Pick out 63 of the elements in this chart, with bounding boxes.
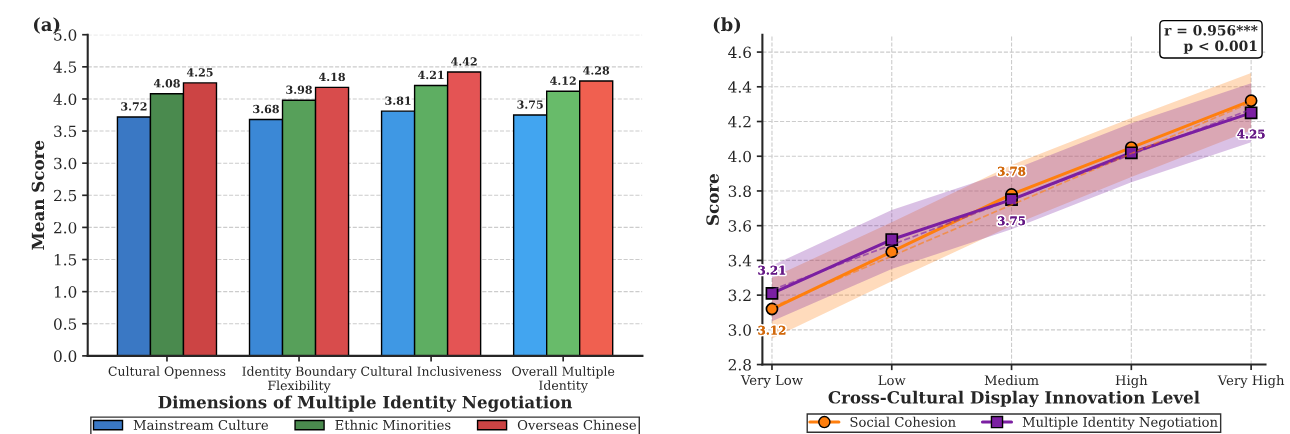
- y-tick-label: 3.4: [728, 254, 752, 267]
- y-tick-label: 3.6: [728, 220, 752, 232]
- legend-label: Ethnic Minorities: [335, 419, 451, 430]
- point: [1005, 193, 1018, 207]
- y-tick-label: 0.0: [54, 350, 77, 362]
- data-label: 3.81: [385, 96, 411, 105]
- data-label: 3.68: [253, 104, 279, 114]
- data-label: 4.25: [186, 68, 213, 77]
- data-label: 3.78: [997, 166, 1026, 176]
- legend-label: Mainstream Culture: [133, 419, 269, 430]
- data-label: 3.72: [121, 102, 147, 111]
- y-tick-label: 4.0: [728, 150, 751, 163]
- data-label: 3.75: [997, 216, 1026, 226]
- y-tick-label: 2.0: [54, 221, 77, 234]
- data-label: 4.28: [583, 66, 610, 75]
- data-label: 3.75: [517, 100, 543, 109]
- data-label: 4.12: [550, 76, 576, 85]
- data-label: 4.25: [1237, 129, 1265, 139]
- legend-label: Social Cohesion: [850, 416, 956, 427]
- x-tick-label: High: [1115, 374, 1148, 388]
- y-tick-label: 4.0: [53, 93, 77, 105]
- x-axis-title: Dimensions of Multiple Identity Negotiation: [158, 395, 573, 412]
- y-tick-label: 4.5: [53, 61, 77, 73]
- data-label: 4.08: [153, 79, 180, 88]
- x-tick-label: Cultural Inclusiveness: [361, 366, 502, 376]
- legend-label: Multiple Identity Negotiation: [1022, 416, 1218, 430]
- x-axis-title: Cross-Cultural Display Innovation Level: [828, 390, 1200, 408]
- point: [1124, 146, 1138, 160]
- y-tick-label: 3.0: [728, 324, 751, 336]
- y-tick-label: 3.2: [728, 289, 751, 302]
- y-tick-label: 2.8: [728, 359, 751, 371]
- x-tick-label: Identity Boundary Flexibility: [242, 366, 357, 393]
- x-tick-label: Low: [878, 375, 906, 386]
- point: [1244, 106, 1258, 120]
- y-axis-title: Score: [706, 174, 719, 225]
- point: [765, 286, 779, 300]
- point: [885, 233, 899, 246]
- y-tick-label: 4.4: [728, 81, 752, 93]
- x-tick-label: Medium: [984, 374, 1039, 386]
- y-tick-label: 3.5: [54, 125, 77, 138]
- y-tick-label: 1.0: [54, 286, 77, 298]
- y-tick-label: 1.5: [54, 254, 77, 266]
- x-tick-label: Overall Multiple Identity: [512, 366, 615, 393]
- y-tick-label: 4.2: [728, 115, 751, 128]
- x-tick-label: Cultural Openness: [108, 366, 226, 379]
- data-label: 3.98: [286, 85, 312, 94]
- chart-title: (b): [713, 17, 741, 34]
- data-label: 4.21: [418, 70, 444, 80]
- x-tick-label: Very High: [1217, 374, 1285, 388]
- y-tick-label: 0.5: [54, 318, 77, 330]
- legend-label: Overseas Chinese: [517, 419, 636, 430]
- y-tick-label: 3.0: [54, 157, 77, 170]
- annotation: r = 0.956*** p < 0.001: [1164, 25, 1258, 54]
- point: [1244, 94, 1258, 108]
- y-tick-label: 3.8: [728, 185, 751, 197]
- y-tick-label: 4.6: [728, 46, 752, 59]
- x-tick-label: Very Low: [740, 375, 803, 388]
- point: [765, 302, 779, 316]
- y-tick-label: 2.5: [54, 189, 77, 202]
- point: [885, 245, 899, 259]
- data-label: 4.18: [318, 72, 345, 82]
- y-axis-title: Mean Score: [31, 140, 45, 250]
- data-label: 4.42: [451, 57, 477, 66]
